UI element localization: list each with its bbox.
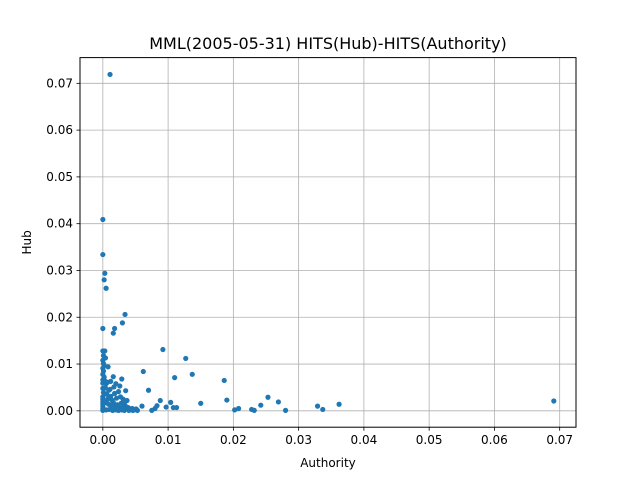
data-point: [109, 397, 115, 403]
data-point: [145, 387, 152, 393]
data-point: [117, 394, 124, 400]
data-point: [121, 399, 127, 405]
data-point: [134, 407, 141, 413]
data-point: [189, 371, 195, 377]
data-point: [100, 385, 106, 391]
y-tick-label: 0.06: [46, 123, 73, 137]
data-point: [149, 407, 155, 413]
y-tick-label: 0.05: [46, 170, 73, 184]
y-axis-ticks: 0.00 0.01 0.02 0.03 0.04 0.05 0.06 0.07: [46, 76, 80, 418]
data-point: [282, 407, 289, 413]
data-point: [221, 377, 227, 384]
data-point: [107, 71, 113, 78]
data-point: [163, 404, 169, 410]
data-point: [232, 407, 238, 413]
data-point: [130, 407, 136, 413]
data-point: [126, 407, 132, 413]
data-point: [336, 401, 342, 407]
data-point: [100, 251, 106, 258]
data-point: [168, 399, 174, 406]
data-point: [122, 311, 128, 318]
x-tick-label: 0.06: [481, 433, 508, 447]
data-point: [123, 388, 129, 394]
data-point: [111, 384, 117, 390]
data-point: [154, 403, 160, 409]
x-tick-label: 0.00: [89, 433, 116, 447]
y-axis-label: Hub: [20, 230, 34, 254]
x-tick-label: 0.07: [546, 433, 573, 447]
x-tick-label: 0.03: [285, 433, 312, 447]
data-point: [235, 405, 242, 412]
y-tick-label: 0.03: [46, 263, 73, 277]
data-point: [119, 320, 126, 326]
data-point: [110, 374, 116, 380]
data-point: [107, 386, 113, 392]
data-point: [173, 404, 180, 411]
data-point: [275, 399, 281, 405]
data-point: [251, 407, 257, 413]
y-tick-label: 0.02: [46, 310, 73, 324]
y-tick-label: 0.07: [46, 76, 73, 90]
y-tick-label: 0.00: [46, 404, 73, 418]
x-tick-label: 0.01: [155, 433, 182, 447]
data-point: [121, 407, 127, 413]
data-point: [111, 325, 118, 332]
x-axis-label: Authority: [300, 456, 356, 470]
x-axis-ticks: 0.00 0.01 0.02 0.03 0.04 0.05 0.06 0.07: [89, 427, 573, 447]
chart-title: MML(2005-05-31) HITS(Hub)-HITS(Authority…: [149, 34, 507, 53]
data-point: [157, 397, 163, 404]
data-point: [115, 389, 122, 395]
x-tick-label: 0.02: [220, 433, 247, 447]
data-point: [111, 390, 118, 397]
data-point: [102, 270, 108, 276]
data-point: [100, 325, 106, 332]
data-point: [140, 368, 146, 375]
data-point: [183, 355, 189, 362]
data-point: [224, 397, 230, 403]
data-point: [110, 330, 116, 336]
data-point: [105, 396, 111, 402]
plot-area: [80, 57, 576, 428]
data-point: [119, 376, 125, 382]
data-point: [139, 403, 145, 409]
y-tick-label: 0.04: [46, 217, 73, 231]
data-point: [108, 378, 114, 384]
data-point: [258, 402, 264, 408]
x-tick-label: 0.05: [416, 433, 443, 447]
y-tick-label: 0.01: [46, 357, 73, 371]
data-point: [113, 395, 120, 401]
x-tick-label: 0.04: [351, 433, 378, 447]
grid-lines: [80, 57, 576, 428]
data-point: [160, 346, 166, 353]
data-point: [102, 348, 108, 354]
data-points: [100, 71, 557, 413]
data-point: [265, 394, 271, 400]
data-point: [314, 403, 321, 409]
data-point: [117, 383, 123, 389]
data-point: [198, 400, 204, 406]
data-point: [101, 277, 107, 283]
data-point: [320, 406, 326, 413]
data-point: [100, 216, 106, 223]
data-point: [105, 364, 111, 370]
data-point: [103, 285, 109, 291]
data-point: [551, 398, 557, 404]
data-point: [104, 391, 110, 397]
data-point: [172, 375, 178, 381]
plot-frame: [79, 57, 577, 428]
